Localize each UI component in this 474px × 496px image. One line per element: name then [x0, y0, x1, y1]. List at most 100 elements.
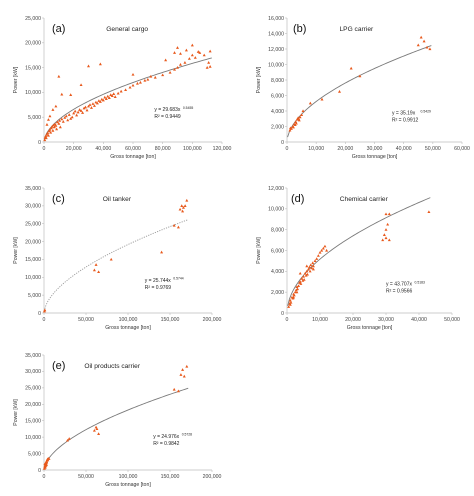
data-point — [135, 81, 139, 85]
data-point — [182, 374, 186, 378]
data-point — [190, 53, 194, 57]
data-point — [104, 97, 108, 100]
data-point — [97, 432, 101, 435]
data-point — [172, 387, 176, 391]
data-point — [311, 261, 315, 265]
data-point — [307, 265, 311, 269]
y-axis-label: Power [kW] — [256, 237, 262, 264]
y-tick-label: 10,000 — [268, 62, 284, 68]
panel-e: 0 5,000 10,000 15,000 20,000 25,000 30,000 35,0… — [13, 353, 221, 488]
data-point — [184, 48, 188, 52]
data-point — [57, 74, 61, 78]
data-point — [60, 117, 64, 121]
data-point — [103, 95, 107, 99]
data-point — [92, 104, 96, 107]
data-point — [289, 127, 293, 130]
data-point — [113, 95, 117, 98]
data-point — [67, 113, 71, 116]
data-point — [44, 134, 48, 138]
data-point — [149, 74, 153, 78]
y-tick-label: 0 — [281, 140, 284, 146]
y-tick-label: 12,000 — [268, 186, 284, 192]
trend-line — [43, 387, 189, 469]
data-point — [288, 298, 292, 302]
y-tick-label: 0 — [38, 468, 41, 474]
data-point — [61, 120, 65, 123]
data-point — [45, 463, 49, 467]
data-point — [311, 267, 315, 271]
y-tick-label: 5,000 — [28, 451, 41, 457]
data-point — [294, 121, 298, 125]
data-point — [384, 212, 388, 216]
y-axis-label: Power [kW] — [13, 237, 19, 264]
data-point — [297, 118, 301, 122]
trend-equation: y = 25.744x — [145, 278, 171, 284]
x-axis-label: Gross tonnage [ton] — [352, 154, 398, 160]
x-tick-label: 50,000 — [444, 317, 460, 323]
x-tick-label: 0 — [43, 317, 46, 323]
data-point — [292, 295, 296, 299]
data-point — [387, 238, 391, 242]
data-point — [69, 93, 73, 96]
data-point — [48, 114, 52, 118]
trend-equation-exponent: 0.5728 — [182, 433, 192, 437]
data-point — [207, 61, 211, 64]
panel-title: Oil products carrier — [84, 363, 141, 370]
r-squared: R² = 0.9769 — [145, 285, 171, 291]
data-point — [190, 43, 194, 47]
data-point — [419, 35, 423, 39]
y-tick-label: 16,000 — [268, 16, 284, 22]
panel-letter: (c) — [52, 193, 65, 205]
data-point — [58, 119, 62, 122]
r-squared: R² = 0.9566 — [386, 289, 412, 295]
data-point — [183, 61, 187, 64]
data-point — [301, 109, 305, 113]
data-point — [51, 108, 55, 111]
data-point — [131, 72, 135, 76]
data-point — [315, 257, 319, 260]
data-point — [305, 269, 309, 273]
data-point — [110, 94, 114, 97]
y-tick-label: 12,000 — [268, 47, 284, 53]
y-tick-label: 35,000 — [25, 353, 41, 359]
data-point — [185, 364, 189, 368]
y-tick-label: 25,000 — [25, 386, 41, 392]
data-point — [384, 228, 388, 231]
data-point — [295, 117, 299, 121]
data-point — [306, 267, 310, 271]
data-point — [47, 457, 51, 460]
data-point — [58, 125, 62, 129]
panel-c: 0 5,000 10,000 15,000 20,000 25,000 30,000 35,0… — [13, 186, 221, 331]
x-axis-label: Gross tonnage [ton] — [347, 325, 393, 331]
x-tick-label: 50,000 — [425, 146, 441, 152]
trend-equation: y = 35.19x — [392, 111, 416, 117]
data-point — [427, 210, 431, 214]
panel-letter: (b) — [293, 23, 306, 35]
data-point — [318, 250, 322, 254]
data-point — [72, 111, 76, 115]
x-tick-label: 20,000 — [337, 146, 353, 152]
data-point — [45, 460, 49, 464]
data-point — [63, 116, 67, 119]
panel-letter: (d) — [291, 193, 304, 205]
data-point — [323, 244, 327, 248]
data-point — [298, 115, 302, 119]
panel-a: 0 5,000 10,000 15,000 20,000 25,000 0 20,000 40,… — [13, 16, 231, 160]
y-tick-label: 20,000 — [25, 41, 41, 47]
r-squared: R² = 0.9912 — [392, 118, 418, 124]
data-point — [180, 204, 184, 207]
data-point — [176, 46, 179, 49]
panel-letter: (a) — [52, 23, 65, 35]
data-point — [101, 98, 105, 102]
data-point — [92, 428, 96, 432]
data-point — [298, 280, 302, 283]
y-tick-label: 20,000 — [25, 402, 41, 408]
data-point — [143, 78, 147, 82]
x-axis-label: Gross tonnage [ton] — [110, 154, 156, 160]
y-axis-label: Power [kW] — [256, 66, 262, 93]
data-point — [387, 212, 391, 216]
trend-equation-exponent: 0.5455 — [183, 106, 193, 110]
data-point — [300, 113, 304, 116]
y-tick-label: 15,000 — [25, 65, 41, 71]
data-point — [287, 305, 291, 308]
